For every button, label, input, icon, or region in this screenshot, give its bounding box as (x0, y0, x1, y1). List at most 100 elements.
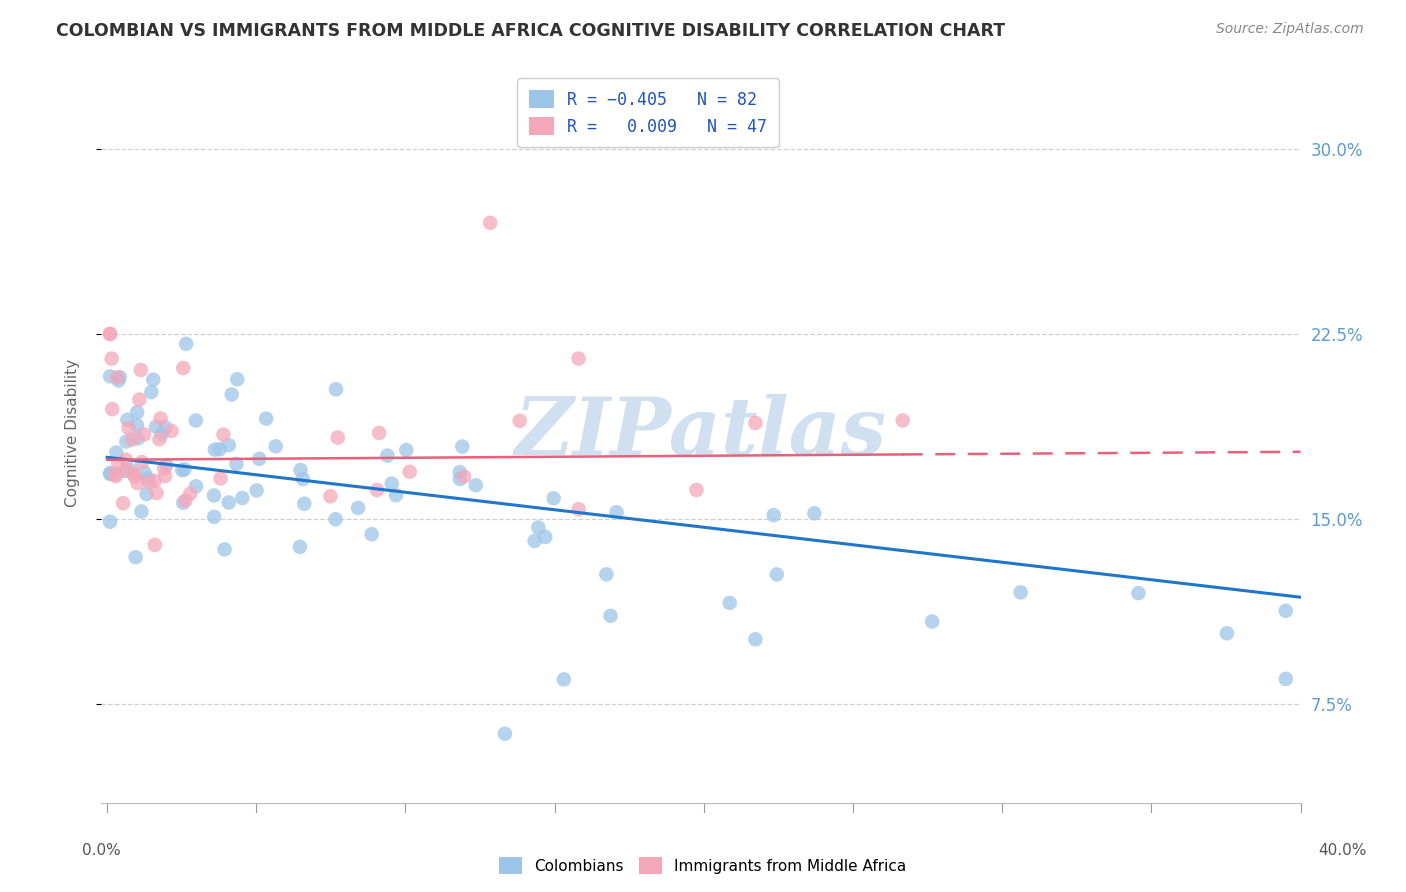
Point (534, 530, 557, 544)
Point (398, 465, 420, 479)
Point (148, 432, 170, 446)
Text: ZIPatlas: ZIPatlas (515, 394, 887, 471)
Point (368, 425, 391, 440)
Point (145, 419, 167, 434)
Point (98, 369, 121, 384)
Point (553, 673, 575, 687)
Point (134, 465, 156, 479)
Point (179, 486, 201, 500)
Point (127, 405, 149, 419)
Point (143, 538, 166, 552)
Point (98, 467, 121, 481)
Point (744, 632, 766, 647)
Point (150, 426, 173, 441)
Point (226, 372, 249, 386)
Point (523, 533, 546, 548)
Point (160, 424, 183, 438)
Point (101, 402, 124, 417)
Point (685, 483, 707, 497)
Point (568, 502, 591, 516)
Point (117, 413, 139, 427)
Point (762, 508, 785, 523)
Point (138, 475, 160, 490)
Point (155, 458, 177, 472)
Point (141, 385, 163, 400)
Point (125, 418, 148, 433)
Point (122, 467, 145, 482)
Point (115, 452, 138, 467)
Point (218, 438, 240, 452)
Point (377, 449, 399, 463)
Point (599, 608, 621, 623)
Point (1216, 626, 1239, 640)
Point (543, 491, 565, 506)
Point (98, 515, 121, 529)
Point (247, 451, 270, 466)
Point (135, 487, 157, 501)
Point (325, 382, 347, 396)
Point (143, 474, 166, 488)
Text: 40.0%: 40.0% (1319, 843, 1367, 858)
Y-axis label: Cognitive Disability: Cognitive Disability (66, 359, 80, 507)
Point (105, 370, 128, 384)
Point (204, 442, 226, 457)
Point (108, 370, 131, 384)
Point (172, 361, 194, 376)
Point (129, 363, 152, 377)
Point (124, 550, 146, 565)
Point (385, 488, 408, 502)
Point (449, 472, 471, 486)
Point (132, 427, 155, 442)
Point (212, 427, 235, 442)
Point (1010, 585, 1032, 599)
Point (100, 351, 122, 366)
Point (292, 497, 315, 511)
Point (744, 416, 766, 430)
Point (120, 464, 142, 478)
Point (464, 478, 486, 492)
Point (174, 493, 197, 508)
Point (131, 504, 153, 518)
Point (568, 351, 591, 366)
Point (381, 476, 404, 491)
Point (115, 463, 138, 477)
Point (319, 489, 342, 503)
Point (153, 469, 176, 483)
Point (360, 527, 382, 541)
Point (173, 462, 195, 476)
Point (449, 465, 471, 479)
Point (145, 486, 167, 500)
Point (1128, 586, 1150, 600)
Point (451, 440, 474, 454)
Point (105, 445, 128, 459)
Point (1275, 604, 1298, 618)
Point (115, 434, 138, 449)
Point (174, 336, 197, 351)
Point (264, 439, 287, 453)
Point (288, 540, 311, 554)
Point (131, 455, 153, 469)
Point (202, 488, 225, 502)
Point (921, 615, 943, 629)
Point (254, 411, 277, 425)
Point (121, 433, 143, 447)
Point (112, 496, 135, 510)
Point (291, 472, 314, 486)
Point (98, 326, 121, 341)
Point (366, 483, 388, 497)
Point (142, 373, 165, 387)
Point (221, 387, 243, 401)
Point (107, 374, 129, 388)
Point (107, 456, 129, 470)
Point (202, 509, 225, 524)
Point (231, 491, 253, 505)
Point (172, 496, 194, 510)
Point (214, 542, 236, 557)
Point (595, 567, 617, 582)
Point (479, 216, 502, 230)
Point (100, 466, 122, 480)
Point (509, 414, 531, 428)
Point (718, 596, 741, 610)
Point (347, 500, 370, 515)
Point (124, 469, 146, 483)
